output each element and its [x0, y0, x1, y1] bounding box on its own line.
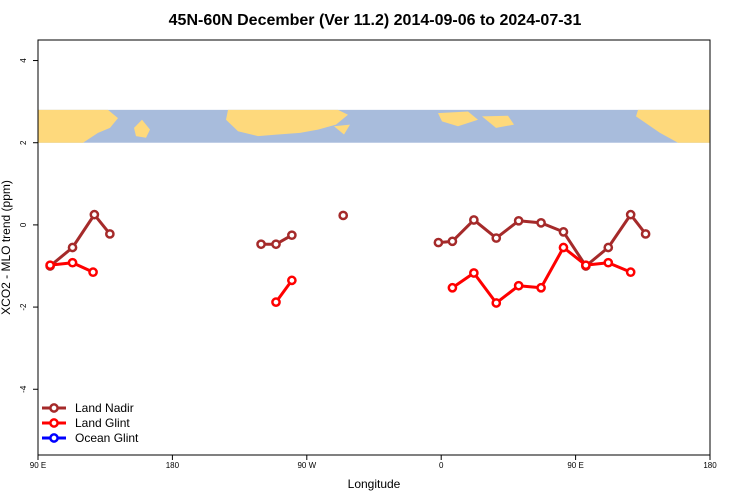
data-point-land-glint	[581, 260, 591, 271]
data-point-land-nadir	[513, 215, 524, 226]
map-landmass	[482, 115, 514, 128]
data-point-land-nadir	[603, 242, 614, 253]
x-tick-label: 180	[703, 461, 717, 470]
map-landmass	[334, 124, 350, 135]
map-band	[38, 109, 710, 143]
data-point-land-nadir	[256, 239, 266, 250]
y-tick-label: 4	[19, 58, 28, 63]
data-point-land-nadir	[433, 237, 444, 248]
x-tick-label: 0	[439, 461, 444, 470]
map-landmass	[134, 119, 150, 138]
y-axis: -4 -2 0 2 4	[19, 58, 38, 393]
data-point-land-glint	[536, 282, 546, 293]
map-band-ocean	[38, 109, 710, 143]
data-point-land-nadir	[338, 210, 349, 221]
legend-marker	[49, 418, 59, 428]
x-tick-label: 180	[166, 461, 180, 470]
data-point-land-glint	[287, 275, 297, 286]
legend-label: Land Glint	[75, 416, 130, 430]
data-point-land-nadir	[469, 215, 479, 225]
data-point-land-nadir	[271, 239, 281, 250]
data-point-land-nadir	[491, 233, 502, 243]
data-point-land-glint	[469, 268, 479, 278]
map-band-land	[38, 109, 710, 143]
y-tick-label: -4	[19, 385, 28, 393]
y-axis-label: XCO2 - MLO trend (ppm)	[0, 180, 13, 315]
plot-frame	[37, 39, 711, 456]
legend-item-ocean-glint: Ocean Glint	[42, 431, 139, 445]
data-point-land-glint	[45, 260, 55, 271]
x-axis: 90 E 180 90 W 0 90 E 180	[30, 455, 717, 470]
x-tick-label: 90 E	[30, 461, 46, 470]
series-land-nadir	[45, 209, 651, 271]
data-point-land-glint	[513, 280, 524, 291]
y-tick-label: -2	[19, 303, 28, 311]
map-landmass	[438, 111, 478, 127]
data-point-land-glint	[88, 267, 98, 278]
data-point-land-nadir	[625, 209, 636, 220]
legend-label: Land Nadir	[75, 401, 134, 415]
y-tick-label: 0	[19, 222, 28, 227]
legend-label: Ocean Glint	[75, 431, 139, 445]
data-point-land-glint	[447, 282, 458, 293]
data-point-land-nadir	[89, 209, 100, 220]
legend-marker	[49, 403, 59, 413]
chart-title: 45N-60N December (Ver 11.2) 2014-09-06 t…	[169, 12, 582, 29]
data-point-land-nadir	[447, 236, 458, 247]
x-axis-label: Longitude	[348, 477, 401, 491]
data-point-land-glint	[603, 257, 614, 268]
legend-marker	[49, 433, 59, 443]
map-landmass	[636, 109, 710, 143]
data-point-land-nadir	[105, 229, 115, 239]
data-point-land-glint	[558, 242, 569, 253]
data-point-land-nadir	[536, 217, 546, 228]
data-point-land-nadir	[287, 230, 297, 241]
series-line-land-nadir	[49, 213, 112, 268]
x-tick-label: 90 W	[297, 461, 316, 470]
legend-item-land-nadir: Land Nadir	[42, 401, 134, 415]
data-point-land-glint	[625, 267, 636, 278]
series-land-glint	[45, 242, 636, 308]
data-point-land-nadir	[558, 227, 569, 237]
y-tick-label: 2	[19, 140, 28, 145]
data-point-land-glint	[271, 297, 281, 307]
data-point-land-nadir	[67, 242, 78, 253]
series-layer	[45, 209, 651, 308]
x-tick-label: 90 E	[567, 461, 583, 470]
series-line-land-glint	[451, 246, 632, 305]
data-point-land-glint	[491, 298, 502, 308]
data-point-land-nadir	[640, 229, 651, 239]
legend-item-land-glint: Land Glint	[42, 416, 130, 430]
data-point-land-glint	[67, 257, 78, 268]
map-landmass	[38, 109, 118, 143]
map-landmass	[226, 109, 348, 137]
map-landmass	[676, 113, 690, 130]
